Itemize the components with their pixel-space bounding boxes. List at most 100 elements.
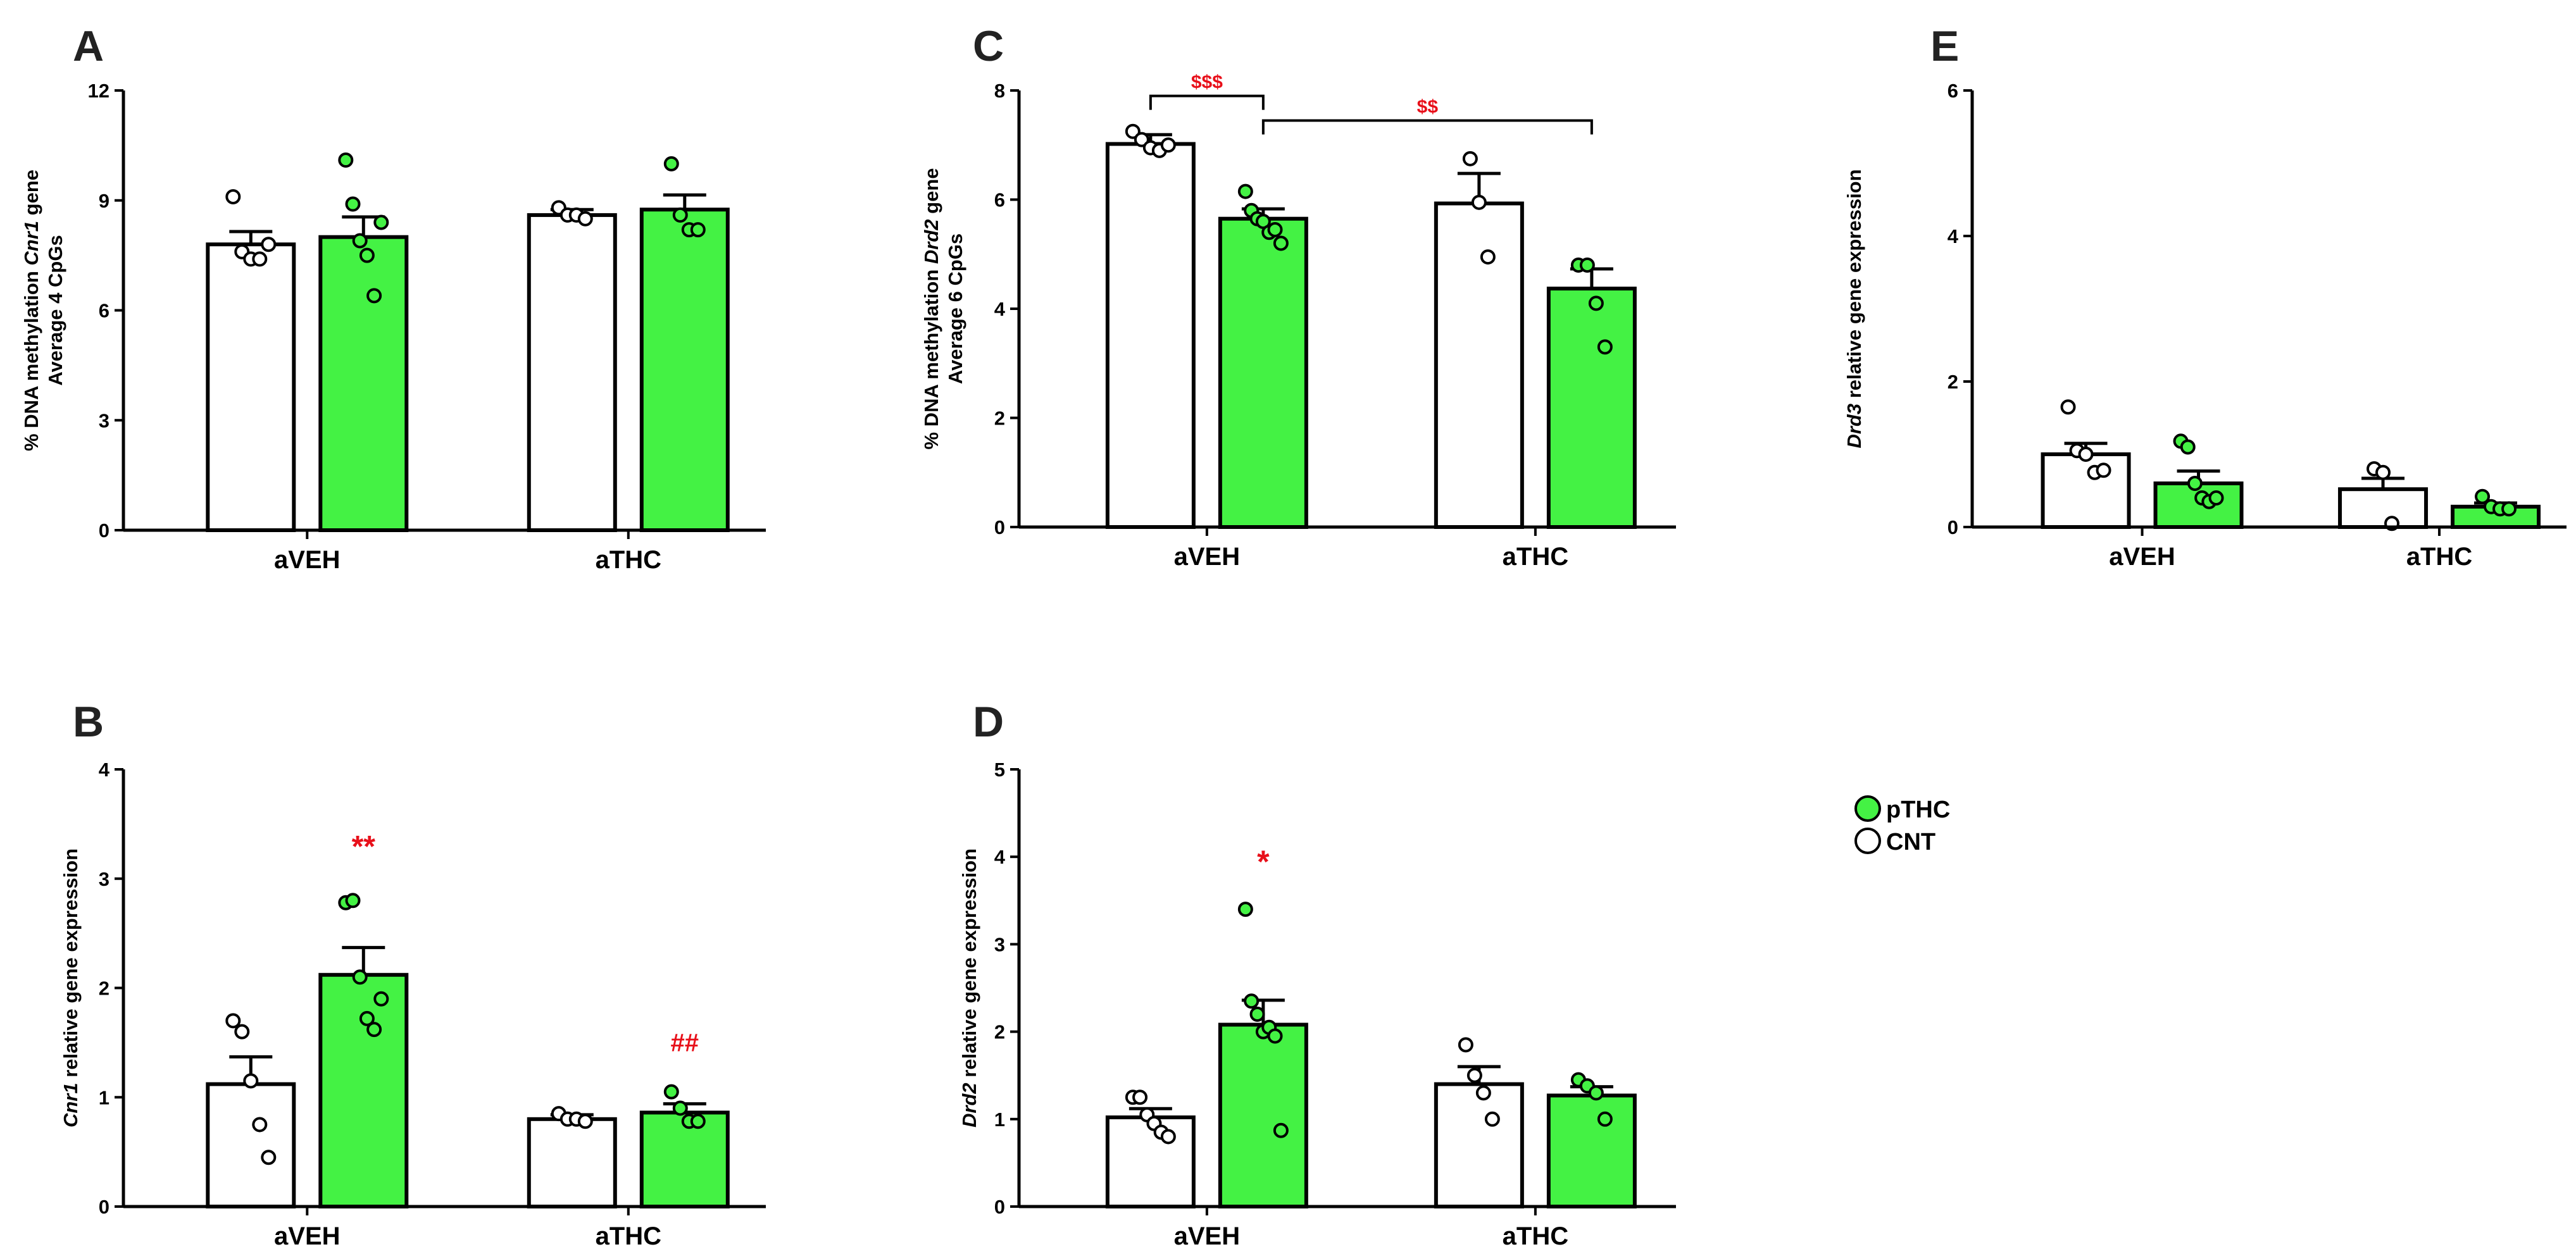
x-category-label: aTHC [2406, 543, 2472, 571]
y-axis-label: Drd3 relative gene expression [1843, 169, 1865, 448]
data-point [2096, 462, 2111, 478]
data-point [1588, 1085, 1604, 1101]
data-point [1466, 1067, 1482, 1083]
y-axis-label-part: gene [920, 168, 942, 220]
x-category-label: aVEH [2109, 543, 2175, 571]
bar-pthc-athc [1546, 287, 1637, 529]
y-tick-label: 4 [994, 846, 1006, 868]
y-tick-label: 3 [994, 933, 1005, 955]
data-point [2208, 490, 2224, 506]
bar-pthc-aveh [1218, 216, 1308, 529]
bar-cnt-aveh [206, 1082, 296, 1209]
significance-marker: ## [671, 1029, 699, 1057]
panel-letter: E [1930, 22, 1959, 70]
bar-cnt-athc [1434, 1082, 1524, 1209]
y-tick-label: 2 [994, 1021, 1005, 1043]
bracket-significance: $$$ [1191, 72, 1223, 93]
bracket-significance: $$ [1417, 96, 1439, 117]
data-point [1484, 1111, 1500, 1127]
y-tick-label: 4 [99, 759, 110, 781]
data-point [359, 1010, 375, 1026]
data-point [663, 156, 679, 171]
y-tick-label: 2 [99, 978, 109, 1000]
significance-marker: * [1257, 844, 1270, 879]
data-point [577, 1114, 593, 1129]
bar-cnt-athc [527, 213, 617, 532]
data-point [252, 251, 268, 267]
legend-marker-cnt [1854, 828, 1881, 854]
panel-e: E 0 2 4 6 aVEH aTHC Drd3 relative gene expressi… [1843, 22, 2567, 571]
data-point [366, 288, 382, 304]
panel-b: B 0 1 2 3 4 aVEH aTHC Cnr1 relative gene express… [59, 698, 766, 1250]
bar-pthc-aveh [318, 235, 409, 532]
data-point [1125, 123, 1141, 139]
y-axis-label-part: Average 4 CpGs [44, 235, 66, 385]
data-point [1579, 258, 1595, 273]
y-axis-label-part: relative gene expression [1843, 169, 1865, 403]
data-point [373, 214, 389, 230]
bar-cnt-aveh [1105, 142, 1196, 529]
y-tick-label: 6 [1948, 80, 1958, 102]
data-point [2180, 439, 2196, 455]
panel-a: A 0 3 6 9 12 aVEH aTHC % DNA methylation Cnr1 ge… [20, 22, 766, 574]
data-point [352, 969, 368, 985]
y-axis-label: Average 6 CpGs [944, 233, 966, 384]
y-tick-label: 0 [1948, 516, 1958, 538]
y-axis-label-part: gene [20, 170, 42, 221]
comparison-bracket [1149, 94, 1265, 110]
y-axis-label-part: relative gene expression [958, 848, 980, 1083]
data-point [2475, 488, 2491, 504]
panel-c: C 0 2 4 6 8 aVEH aTHC % DNA methylation Drd2 gen… [920, 22, 1676, 571]
data-point [2501, 501, 2517, 517]
bar-cnt-aveh [1105, 1115, 1196, 1209]
x-category-label: aVEH [274, 1222, 341, 1250]
y-axis-label-part: % DNA methylation [920, 264, 942, 449]
data-point [359, 247, 375, 263]
y-axis-label-part: Drd2 [920, 219, 942, 264]
data-point [1462, 151, 1478, 166]
data-point [261, 1150, 277, 1165]
y-tick-label: 6 [99, 300, 109, 322]
y-tick-label: 12 [88, 80, 109, 102]
data-point [1237, 183, 1253, 199]
data-point [2060, 399, 2076, 415]
data-point [1471, 194, 1487, 210]
data-point [1597, 1111, 1613, 1127]
data-point [2375, 464, 2391, 480]
y-axis-label-part: % DNA methylation [20, 266, 42, 451]
y-axis-label: % DNA methylation Drd2 gene [920, 168, 942, 450]
data-point [1597, 339, 1613, 355]
bar-pthc-aveh [318, 972, 409, 1209]
data-point [1134, 132, 1149, 147]
legend-marker-pthc [1854, 795, 1881, 822]
y-tick-label: 6 [994, 189, 1005, 211]
legend-item-pthc: pTHC [1854, 795, 1950, 823]
y-axis-label: % DNA methylation Cnr1 gene [20, 170, 42, 451]
y-axis-label: Drd2 relative gene expression [958, 848, 980, 1127]
data-point [672, 207, 688, 223]
data-point [243, 1073, 259, 1089]
data-point [1273, 235, 1289, 251]
data-point [577, 211, 593, 227]
y-axis-label: Average 4 CpGs [44, 235, 66, 385]
data-point [1132, 1089, 1148, 1105]
data-point [1249, 1006, 1265, 1022]
panel-d: D 0 1 2 3 4 5 aVEH aTHC Drd2 relative gene expres… [958, 698, 1676, 1250]
bar-pthc-athc [1546, 1093, 1637, 1208]
data-point [1475, 1085, 1491, 1101]
data-point [225, 189, 241, 204]
data-point [352, 233, 368, 249]
bar-cnt-aveh [206, 242, 296, 532]
y-axis-label-part: relative gene expression [59, 848, 82, 1083]
y-tick-label: 0 [99, 1196, 109, 1218]
data-point [663, 1084, 679, 1100]
x-category-label: aTHC [596, 546, 661, 574]
data-point [1244, 993, 1260, 1009]
data-point [672, 1100, 688, 1116]
data-point [2078, 447, 2094, 462]
x-category-label: aVEH [1174, 543, 1241, 571]
data-point [1273, 1122, 1289, 1138]
legend-label-cnt: CNT [1886, 829, 1935, 855]
data-point [1267, 1028, 1283, 1044]
panel-letter: A [73, 22, 104, 70]
